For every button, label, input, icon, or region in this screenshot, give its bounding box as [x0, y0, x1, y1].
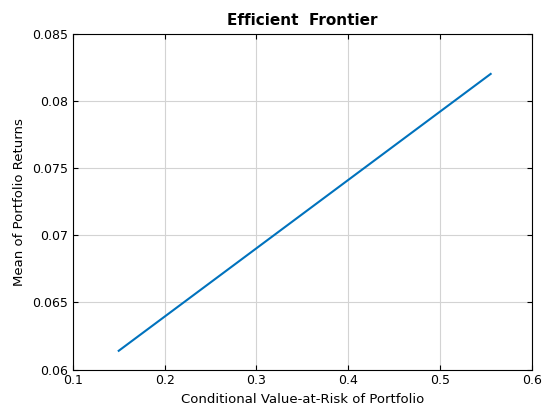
X-axis label: Conditional Value-at-Risk of Portfolio: Conditional Value-at-Risk of Portfolio: [181, 393, 424, 406]
Title: Efficient  Frontier: Efficient Frontier: [227, 13, 377, 28]
Efficient Frontier: [214, 275, 221, 280]
Efficient Frontier: [184, 297, 191, 302]
Efficient Frontier: [138, 331, 144, 336]
Efficient Frontier: [455, 95, 462, 100]
Line: Efficient Frontier: Efficient Frontier: [119, 74, 491, 351]
Y-axis label: Mean of Portfolio Returns: Mean of Portfolio Returns: [13, 118, 26, 286]
Efficient Frontier: [130, 337, 137, 342]
Efficient Frontier: [469, 85, 475, 90]
Efficient Frontier: [115, 348, 122, 353]
Efficient Frontier: [487, 71, 494, 76]
